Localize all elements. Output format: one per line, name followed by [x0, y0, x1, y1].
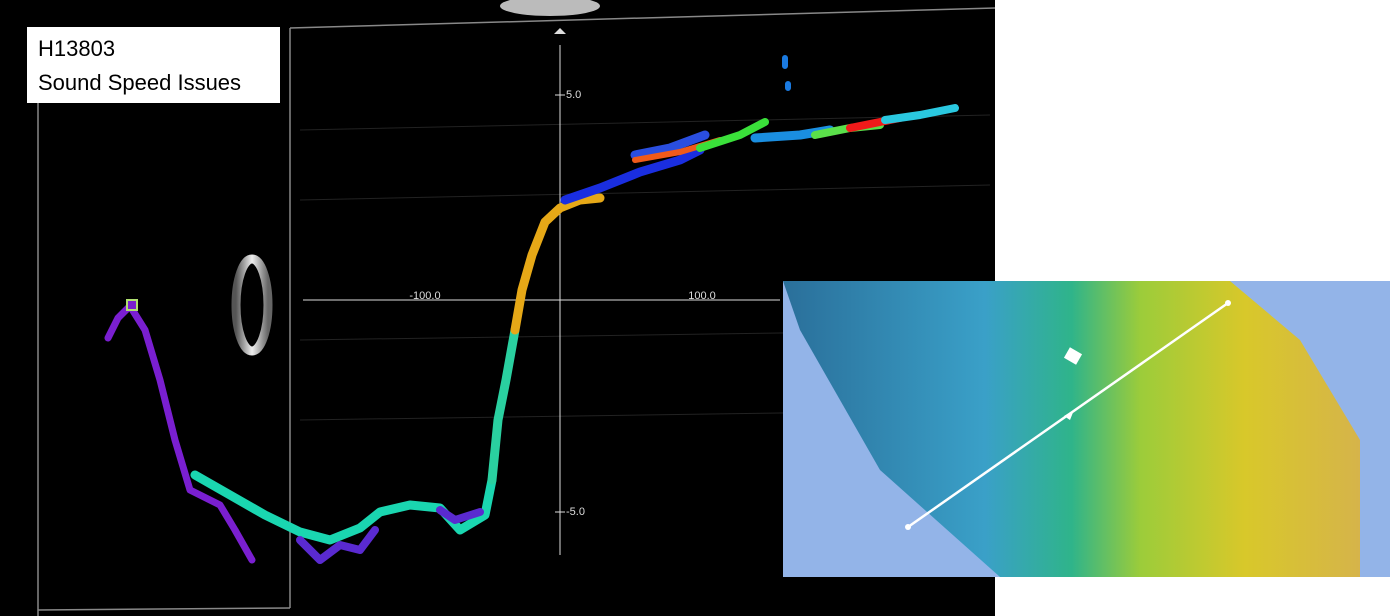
x-tick-label: 100.0: [688, 290, 716, 302]
x-tick-label: -100.0: [409, 290, 440, 302]
screenshot: 5.0 -5.0 -100.0 100.0 H13803 Sound Speed…: [0, 0, 1392, 616]
inset-map: [783, 281, 1390, 577]
y-tick-label: 5.0: [566, 89, 581, 101]
label-line: Sound Speed Issues: [38, 70, 241, 95]
page: 5.0 -5.0 -100.0 100.0 H13803 Sound Speed…: [0, 0, 1392, 616]
y-tick-label: -5.0: [566, 506, 585, 518]
label-line: H13803: [38, 36, 115, 61]
selected-point[interactable]: [127, 300, 137, 310]
